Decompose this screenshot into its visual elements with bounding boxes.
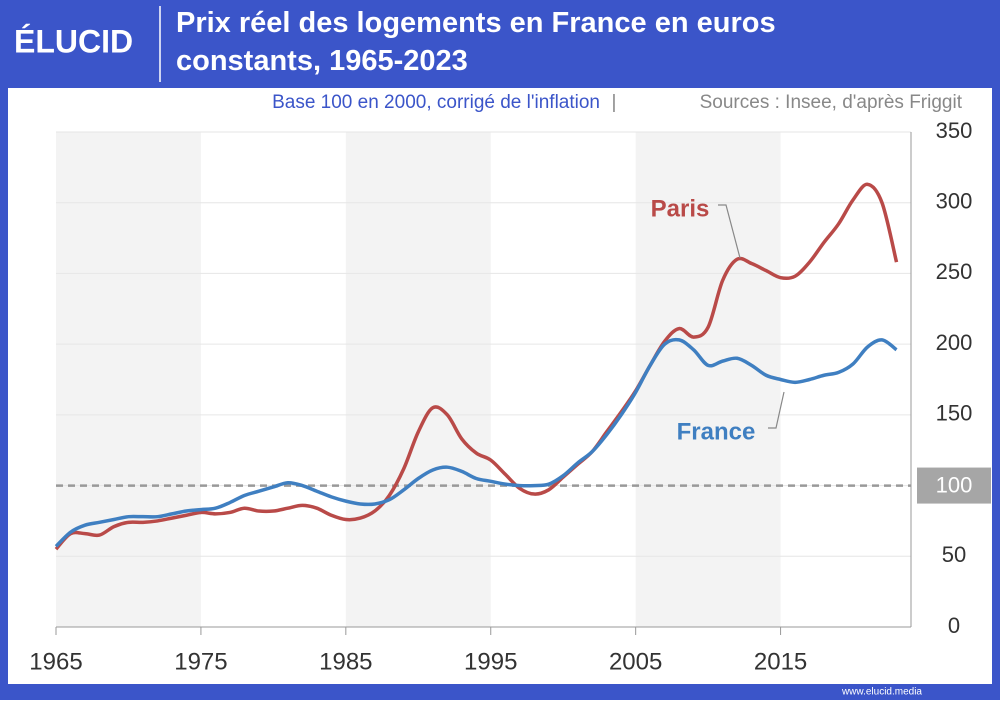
band	[345, 132, 491, 627]
y-tick-label: 0	[948, 613, 960, 638]
x-tick-label: 1965	[29, 648, 82, 675]
y-tick-label: 50	[942, 542, 966, 567]
x-tick-label: 2015	[754, 648, 807, 675]
series-line	[54, 182, 899, 551]
band	[635, 132, 781, 627]
x-tick-label: 2005	[609, 648, 662, 675]
chart-title: Prix réel des logements en France en eur…	[176, 7, 776, 77]
source: Sources : Insee, d'après Friggit	[700, 92, 963, 113]
y-tick-label: 100	[936, 472, 973, 497]
reference-box	[917, 467, 991, 504]
x-tick-label: 1975	[174, 648, 227, 675]
y-tick-label: 200	[936, 330, 973, 355]
series-line	[54, 337, 898, 548]
x-tick-label: 1985	[319, 648, 372, 675]
brand: ÉLUCID	[14, 23, 133, 59]
y-tick-label: 350	[936, 118, 973, 143]
x-tick-label: 1995	[464, 648, 517, 675]
footer: www.elucid.media	[841, 687, 922, 698]
series-label: Paris	[651, 195, 710, 222]
separator: |	[612, 92, 617, 113]
y-tick-label: 250	[936, 259, 973, 284]
y-tick-label: 150	[936, 401, 973, 426]
y-tick-label: 300	[936, 189, 973, 214]
subtitle: Base 100 en 2000, corrigé de l'inflation	[272, 92, 600, 113]
leader	[718, 204, 741, 259]
series-label: France	[677, 418, 756, 445]
leader	[768, 391, 785, 429]
band	[56, 132, 201, 627]
